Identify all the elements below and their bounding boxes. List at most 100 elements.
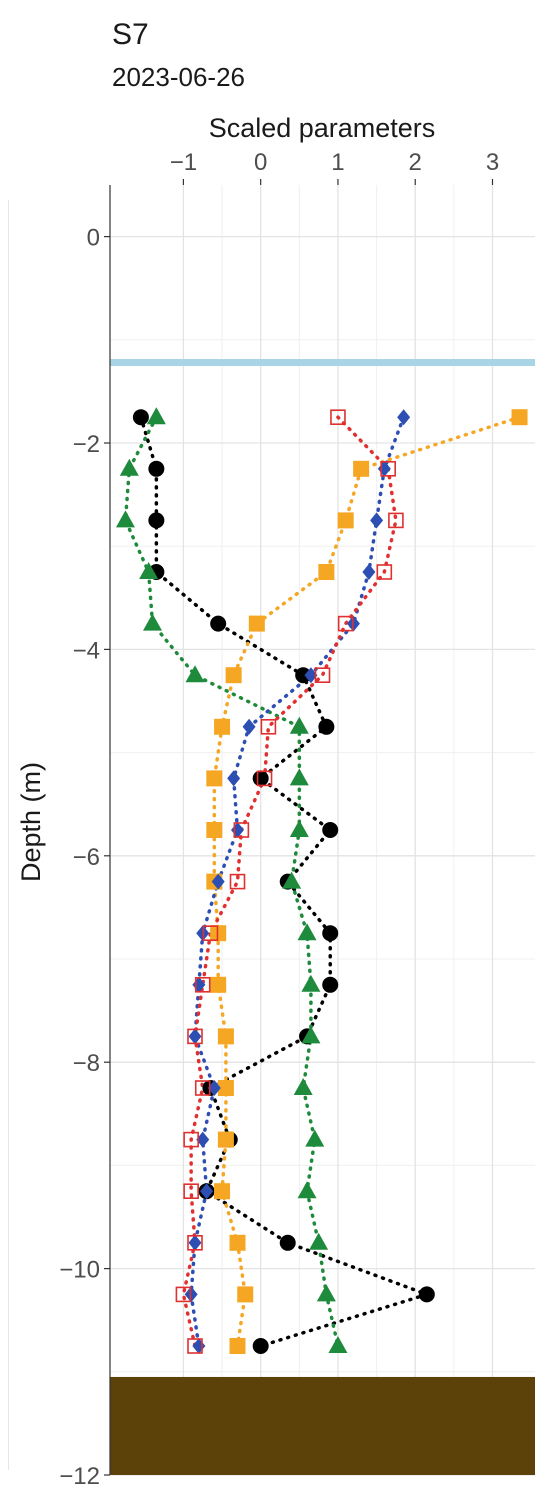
data-point-square (229, 1234, 246, 1251)
bottom-band (110, 1376, 535, 1475)
y-tick-label: −2 (73, 431, 100, 458)
y-axis-title: Depth (m) (16, 762, 46, 882)
y-tick-label: −4 (73, 637, 100, 664)
data-point-triangle (301, 974, 321, 992)
data-point-triangle (289, 820, 309, 837)
data-point-open-square (202, 925, 219, 942)
data-point-triangle (143, 613, 162, 631)
data-point-triangle (297, 1181, 317, 1199)
data-point-square (210, 976, 227, 993)
data-point-open-square (376, 564, 393, 580)
data-point-open-square (337, 615, 354, 632)
data-point-circle (322, 976, 339, 993)
data-point-diamond (304, 667, 318, 684)
data-point-triangle (305, 1129, 325, 1147)
data-point-diamond (227, 770, 241, 787)
data-point-triangle (297, 923, 317, 941)
data-point-triangle (119, 458, 139, 476)
data-point-diamond (242, 718, 256, 735)
data-point-circle (210, 615, 227, 632)
y-tick-label: −8 (73, 1050, 100, 1077)
data-point-open-square (183, 1183, 199, 1199)
data-point-square (248, 615, 265, 632)
data-point-diamond (200, 1183, 214, 1200)
data-point-open-square (229, 873, 246, 890)
data-point-diamond (188, 1028, 202, 1045)
data-point-circle (322, 925, 339, 942)
data-point-circle (295, 667, 312, 684)
data-point-square (206, 822, 223, 838)
data-point-open-square (194, 1080, 211, 1096)
data-point-circle (148, 460, 165, 477)
data-point-triangle (309, 1232, 329, 1250)
data-point-open-square (330, 409, 346, 426)
data-point-square (318, 564, 335, 580)
data-point-circle (252, 1338, 269, 1354)
data-point-triangle (301, 1026, 321, 1044)
chart-subtitle: 2023-06-26 (112, 62, 245, 92)
data-point-open-square (260, 718, 277, 735)
data-point-square (217, 1028, 234, 1045)
series-markers (115, 407, 528, 1354)
data-point-square (206, 770, 223, 787)
data-point-open-square (388, 512, 404, 529)
data-point-diamond (188, 1234, 202, 1251)
data-point-circle (132, 409, 149, 426)
data-point-square (229, 1338, 246, 1354)
data-point-square (214, 718, 231, 735)
y-tick-label: −6 (73, 844, 100, 871)
data-point-square (214, 1183, 231, 1200)
data-point-open-square (183, 1131, 199, 1148)
data-point-open-square (380, 460, 396, 477)
x-tick-label: 1 (331, 149, 344, 176)
data-point-square (237, 1286, 254, 1303)
data-point-open-square (187, 1338, 203, 1354)
x-axis-title: Scaled parameters (209, 113, 436, 143)
x-tick-marks: −1 0 1 2 3 (170, 149, 499, 185)
data-point-square (337, 512, 354, 529)
data-point-triangle (185, 665, 205, 683)
x-tick-label: 3 (486, 149, 499, 176)
data-point-open-square (256, 770, 273, 787)
y-tick-label: −12 (59, 1463, 100, 1490)
data-point-triangle (146, 407, 166, 425)
data-point-triangle (289, 768, 309, 786)
data-point-square (217, 1131, 234, 1148)
data-point-circle (252, 770, 269, 787)
data-point-open-square (233, 822, 250, 838)
data-point-open-square (314, 667, 331, 684)
data-point-triangle (115, 510, 135, 528)
data-point-triangle (328, 1336, 348, 1353)
data-point-circle (322, 822, 339, 838)
data-point-diamond (370, 512, 384, 529)
data-point-circle (418, 1286, 435, 1303)
data-point-open-square (175, 1286, 192, 1303)
data-point-triangle (316, 1284, 336, 1302)
y-tick-marks: 0 −2 −4 −6 −8 −10 −12 (59, 225, 110, 1490)
x-tick-label: 0 (254, 149, 267, 176)
data-point-open-square (187, 1028, 203, 1045)
data-point-square (353, 460, 370, 477)
y-tick-label: 0 (87, 225, 100, 252)
data-point-diamond (362, 564, 376, 580)
data-point-diamond (397, 409, 411, 426)
chart-title: S7 (112, 18, 149, 51)
data-point-diamond (211, 873, 225, 890)
data-point-square (511, 409, 528, 426)
series-line-open-square (181, 415, 398, 1348)
data-point-square (217, 1080, 234, 1096)
y-tick-label: −10 (59, 1257, 100, 1284)
data-point-circle (279, 1234, 296, 1251)
data-point-triangle (293, 1078, 313, 1095)
data-point-square (225, 667, 242, 684)
data-point-triangle (282, 871, 302, 889)
data-point-open-square (194, 976, 211, 993)
x-tick-label: −1 (170, 149, 197, 176)
x-tick-label: 2 (409, 149, 422, 176)
data-point-triangle (289, 716, 309, 734)
data-point-circle (318, 718, 335, 735)
left-edge-rule (8, 200, 9, 1470)
data-point-triangle (139, 562, 159, 579)
data-point-open-square (187, 1235, 203, 1251)
